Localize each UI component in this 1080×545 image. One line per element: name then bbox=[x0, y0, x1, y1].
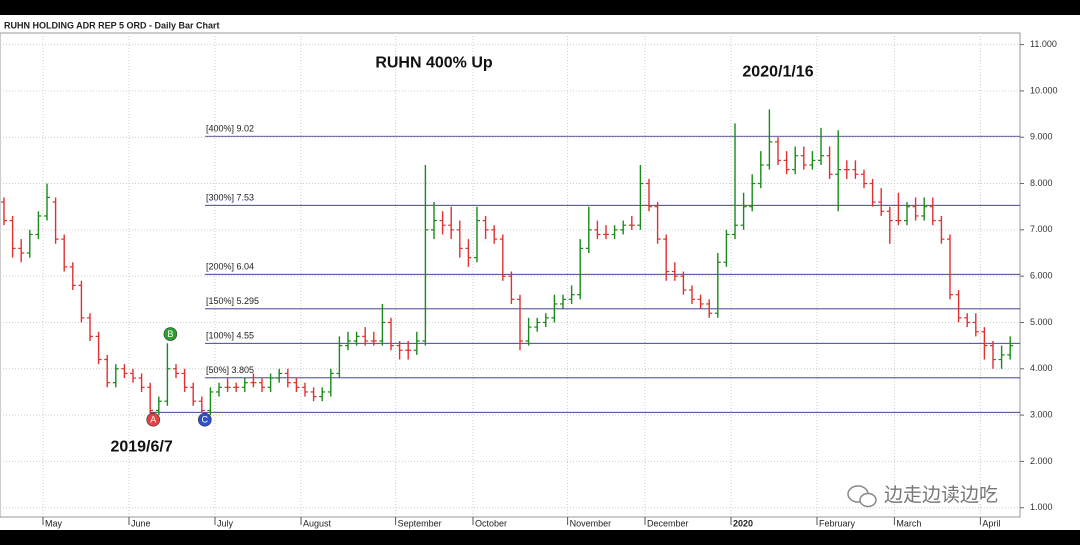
level-label: [200%] 6.04 bbox=[206, 262, 254, 272]
y-tick-label: 1.000 bbox=[1030, 502, 1053, 512]
annotation: RUHN 400% Up bbox=[375, 54, 493, 71]
x-tick-label: April bbox=[982, 518, 1000, 528]
y-tick-label: 11.000 bbox=[1030, 39, 1057, 49]
y-tick-label: 5.000 bbox=[1030, 317, 1053, 327]
point-marker bbox=[163, 327, 178, 341]
point-label: B bbox=[167, 329, 173, 339]
level-label: [150%] 5.295 bbox=[206, 296, 259, 306]
plot-frame bbox=[0, 32, 1021, 518]
x-tick-label: December bbox=[647, 518, 689, 528]
x-tick-label: November bbox=[570, 518, 612, 528]
level-label: [100%] 4.55 bbox=[206, 331, 254, 341]
y-tick-label: 8.000 bbox=[1030, 178, 1053, 188]
x-tick-label: September bbox=[398, 518, 442, 528]
x-tick-label: October bbox=[475, 518, 507, 528]
y-tick-label: 10.000 bbox=[1030, 85, 1058, 95]
y-tick-label: 6.000 bbox=[1030, 271, 1053, 281]
level-label: [400%] 9.02 bbox=[206, 124, 254, 134]
y-tick-label: 9.000 bbox=[1030, 132, 1053, 142]
x-tick-label: March bbox=[896, 518, 921, 528]
point-label: A bbox=[150, 415, 156, 425]
y-tick-label: 3.000 bbox=[1030, 409, 1053, 419]
x-tick-label: August bbox=[303, 518, 332, 528]
annotation: 2019/6/7 bbox=[110, 439, 172, 456]
x-tick-label: May bbox=[45, 518, 63, 528]
annotation: 2020/1/16 bbox=[742, 64, 813, 81]
level-label: [50%] 3.805 bbox=[206, 365, 254, 375]
point-label: C bbox=[202, 415, 209, 425]
x-tick-label: June bbox=[131, 518, 151, 528]
chart-title: RUHN HOLDING ADR REP 5 ORD - Daily Bar C… bbox=[4, 20, 220, 30]
y-tick-label: 7.000 bbox=[1030, 224, 1053, 234]
watermark: 边走边读边吃 bbox=[847, 484, 998, 508]
background bbox=[0, 15, 1080, 530]
watermark-text: 边走边读边吃 bbox=[884, 484, 998, 506]
level-label: [300%] 7.53 bbox=[206, 193, 254, 203]
y-tick-label: 2.000 bbox=[1030, 456, 1053, 466]
x-tick-label: February bbox=[819, 518, 856, 528]
watermark-icon bbox=[859, 492, 877, 508]
x-tick-label: July bbox=[217, 518, 234, 528]
point-marker bbox=[198, 412, 212, 427]
x-tick-label: 2020 bbox=[733, 518, 753, 528]
point-marker bbox=[146, 412, 160, 427]
y-tick-label: 4.000 bbox=[1030, 363, 1053, 373]
